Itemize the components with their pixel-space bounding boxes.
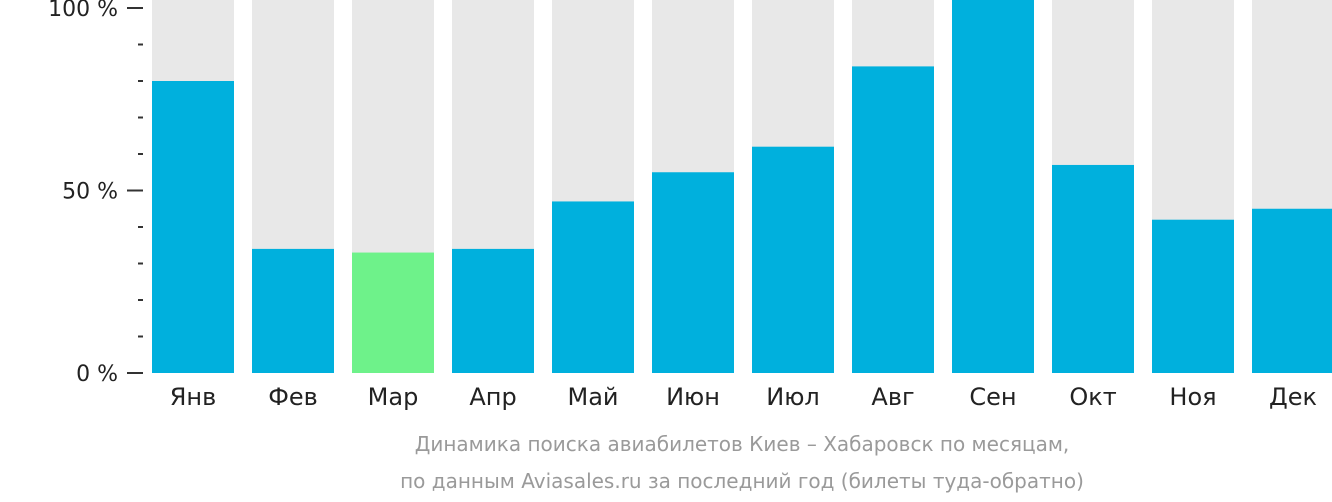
y-tick-label: 100 %	[48, 0, 118, 22]
y-axis: 0 % 50 % 100 %	[48, 0, 143, 387]
bar-10	[1152, 219, 1234, 373]
x-tick-label: Июн	[666, 383, 720, 411]
bar-3	[452, 248, 534, 373]
bar-4	[552, 201, 634, 373]
chart-caption-line-2: по данным Aviasales.ru за последний год …	[400, 469, 1084, 493]
bar-6	[752, 146, 834, 373]
bar-0	[152, 81, 234, 373]
bar-5	[652, 172, 734, 373]
bar-1	[252, 248, 334, 373]
x-axis-labels: Янв Фев Мар Апр Май Июн Июл Авг Сен Окт Ноя Дек	[170, 383, 1317, 411]
x-tick-label: Дек	[1269, 383, 1317, 411]
x-tick-label: Мар	[368, 383, 419, 411]
x-tick-label: Фев	[268, 383, 318, 411]
x-tick-label: Сен	[969, 383, 1016, 411]
y-tick-label: 50 %	[62, 180, 118, 205]
x-tick-label: Окт	[1069, 383, 1116, 411]
bar-11	[1252, 208, 1332, 373]
x-tick-label: Май	[567, 383, 618, 411]
x-tick-label: Июл	[766, 383, 820, 411]
y-tick-label: 0 %	[76, 362, 118, 387]
bar-7	[852, 66, 934, 374]
x-tick-label: Янв	[170, 383, 217, 411]
x-tick-label: Апр	[469, 383, 516, 411]
chart-caption-line-1: Динамика поиска авиабилетов Киев – Хабар…	[415, 432, 1070, 456]
bar-2	[352, 252, 434, 373]
bars	[152, 0, 1332, 374]
x-tick-label: Авг	[871, 383, 914, 411]
bar-9	[1052, 164, 1134, 373]
bar-8	[952, 0, 1034, 373]
x-tick-label: Ноя	[1169, 383, 1216, 411]
